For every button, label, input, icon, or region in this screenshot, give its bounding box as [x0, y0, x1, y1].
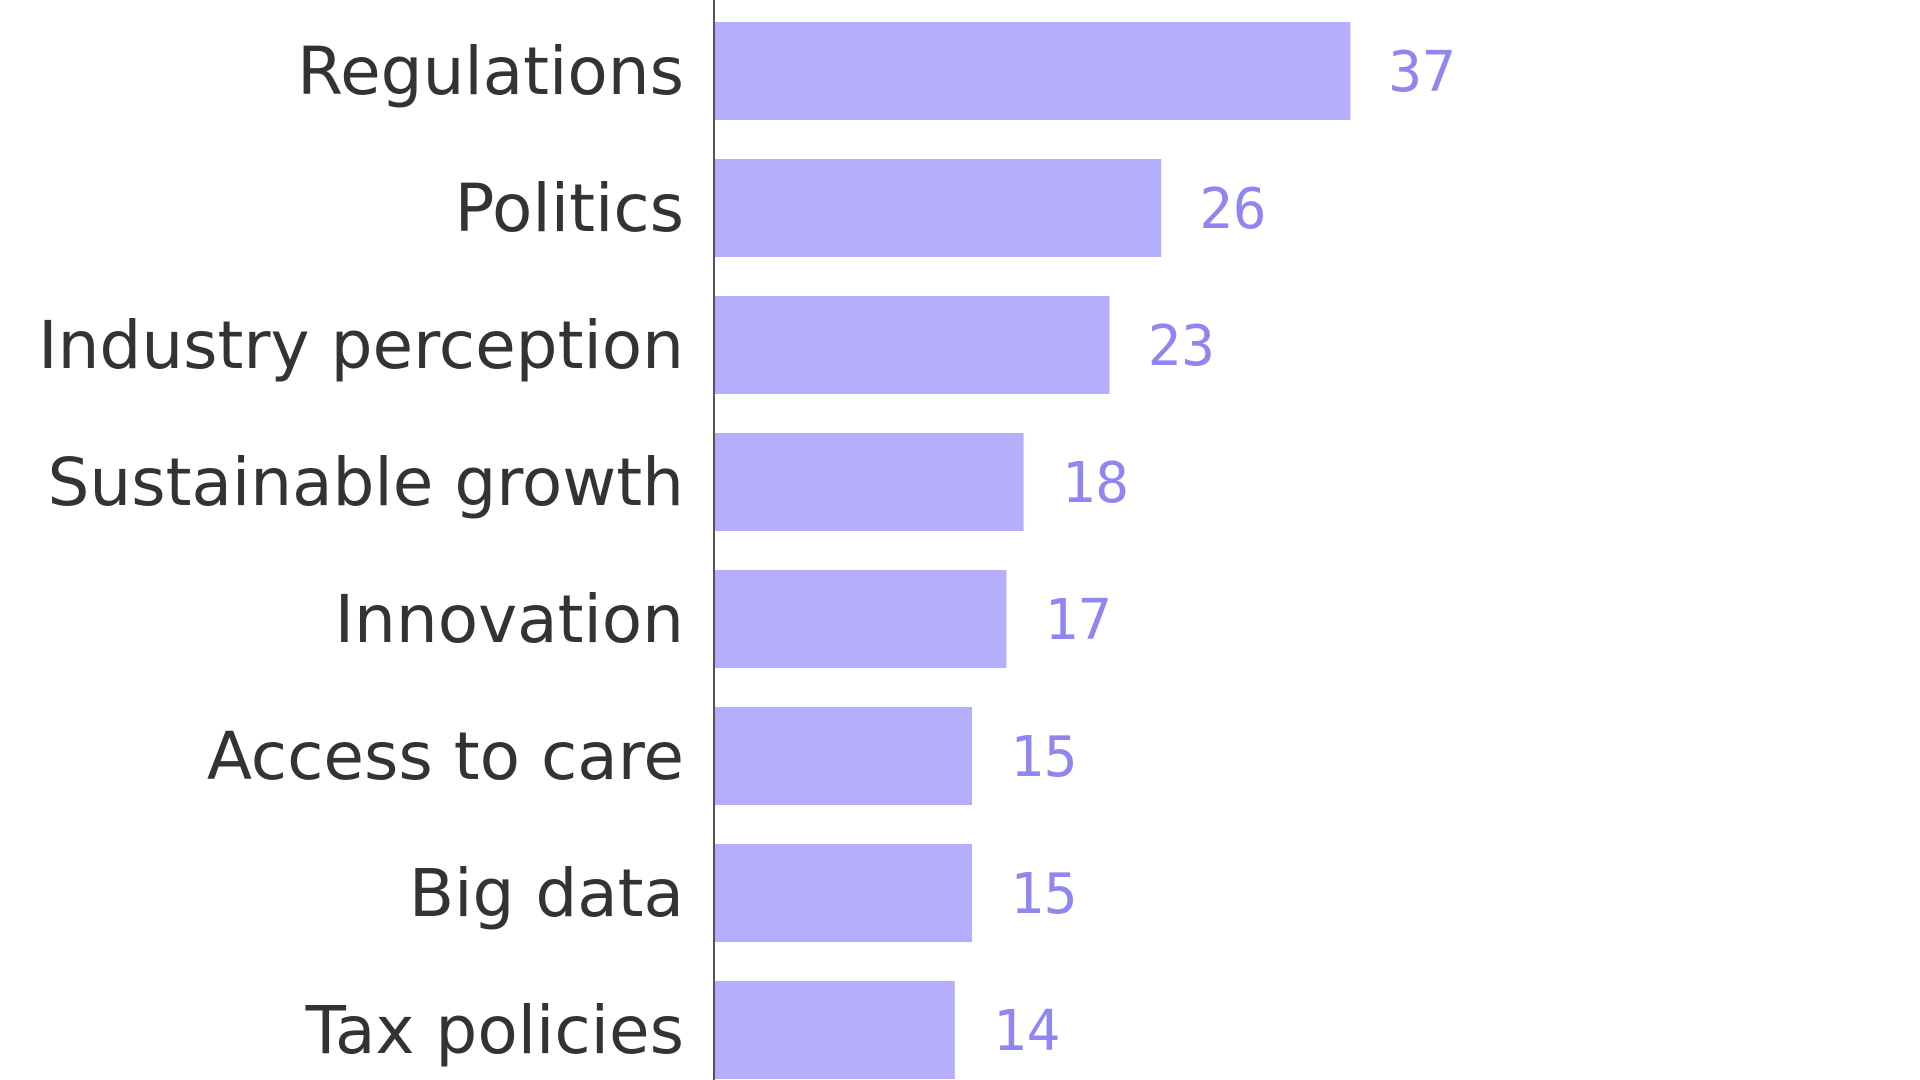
value-label: 17	[1044, 588, 1111, 653]
value-label: 18	[1062, 451, 1129, 516]
bar	[714, 570, 1007, 668]
bar	[714, 22, 1351, 120]
value-label: 14	[993, 999, 1060, 1064]
category-label: Tax policies	[305, 992, 684, 1069]
bar	[714, 707, 972, 805]
value-label: 26	[1199, 177, 1266, 242]
category-label: Politics	[455, 170, 684, 247]
category-label: Access to care	[207, 718, 684, 795]
value-label: 15	[1010, 725, 1077, 790]
bar	[714, 159, 1162, 257]
bar	[714, 981, 955, 1079]
bar	[714, 296, 1110, 394]
category-label: Big data	[409, 855, 684, 932]
category-label: Sustainable growth	[47, 444, 684, 521]
value-labels: 37 26 23 18 17 15 15 14	[993, 40, 1456, 1064]
value-label: 37	[1388, 40, 1455, 105]
bars-layer	[714, 22, 1351, 1079]
value-label: 15	[1010, 862, 1077, 927]
bar	[714, 844, 972, 942]
value-label: 23	[1148, 314, 1215, 379]
category-label: Innovation	[335, 581, 684, 658]
category-label: Regulations	[297, 33, 684, 110]
category-labels: Regulations Politics Industry perception Su…	[38, 33, 684, 1069]
category-label: Industry perception	[38, 307, 684, 384]
bar	[714, 433, 1024, 531]
